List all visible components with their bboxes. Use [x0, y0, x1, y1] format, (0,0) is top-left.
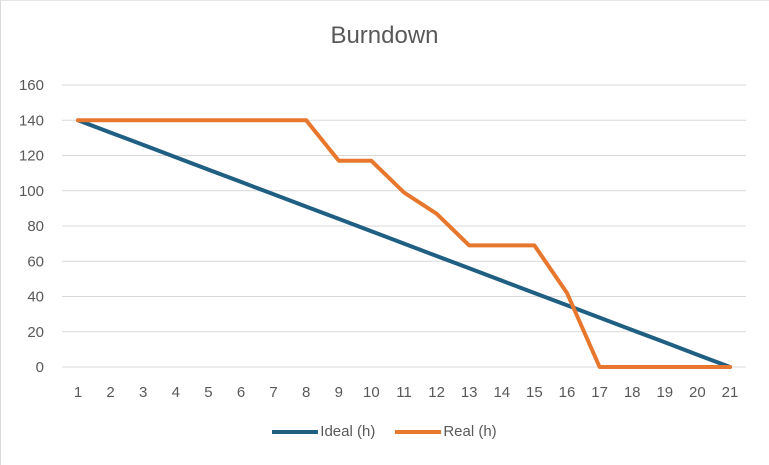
- x-tick-label-9: 9: [335, 384, 343, 401]
- x-tick-label-14: 14: [493, 384, 510, 401]
- x-tick-label-16: 16: [559, 384, 576, 401]
- x-tick-label-10: 10: [363, 384, 380, 401]
- x-tick-label-8: 8: [302, 384, 310, 401]
- legend-label-real: Real (h): [443, 423, 497, 440]
- legend-item-real: Real (h): [395, 423, 497, 440]
- x-tick-label-20: 20: [689, 384, 706, 401]
- x-tick-label-4: 4: [172, 384, 180, 401]
- y-tick-label-60: 60: [27, 253, 44, 270]
- x-tick-label-1: 1: [74, 384, 82, 401]
- y-tick-label-140: 140: [19, 112, 44, 129]
- x-tick-label-11: 11: [396, 384, 412, 401]
- x-tick-label-19: 19: [656, 384, 673, 401]
- y-tick-label-0: 0: [36, 359, 44, 376]
- y-tick-label-40: 40: [27, 289, 44, 306]
- y-tick-label-20: 20: [27, 324, 44, 341]
- x-tick-label-7: 7: [269, 384, 277, 401]
- legend-item-ideal: Ideal (h): [272, 423, 375, 440]
- x-tick-label-2: 2: [106, 384, 114, 401]
- series-line-real: [76, 118, 732, 369]
- y-tick-label-80: 80: [27, 218, 44, 235]
- series-line-ideal: [76, 118, 732, 369]
- x-tick-label-21: 21: [722, 384, 739, 401]
- x-tick-label-18: 18: [624, 384, 641, 401]
- legend: Ideal (h) Real (h): [0, 423, 769, 440]
- x-tick-label-15: 15: [526, 384, 543, 401]
- x-tick-label-6: 6: [237, 384, 245, 401]
- chart-title: Burndown: [330, 22, 439, 49]
- y-tick-label-160: 160: [19, 77, 44, 94]
- x-tick-label-17: 17: [591, 384, 608, 401]
- y-tick-label-120: 120: [19, 148, 44, 165]
- legend-swatch-real: [395, 429, 442, 434]
- y-tick-label-100: 100: [19, 183, 44, 200]
- x-tick-label-13: 13: [461, 384, 478, 401]
- legend-label-ideal: Ideal (h): [320, 423, 376, 440]
- legend-swatch-ideal: [272, 429, 319, 434]
- x-tick-label-3: 3: [139, 384, 147, 401]
- x-tick-label-5: 5: [204, 384, 212, 401]
- x-tick-label-12: 12: [428, 384, 445, 401]
